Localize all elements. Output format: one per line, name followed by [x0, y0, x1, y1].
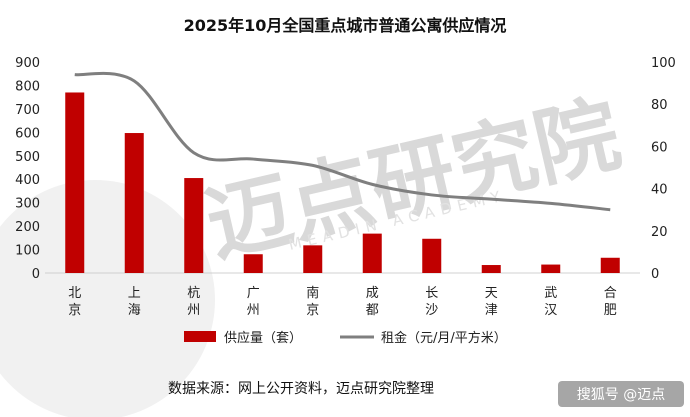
right-tick-label: 20 [651, 225, 668, 240]
category-labels: 北京 上海 杭州 广州 南京 成都 长沙 天津 武汉 合肥 [68, 285, 617, 318]
bar [65, 92, 85, 273]
bar-series [65, 92, 620, 273]
chart-title: 2025年10月全国重点城市普通公寓供应情况 [184, 16, 507, 35]
bar [124, 133, 144, 273]
left-tick-label: 200 [15, 220, 40, 235]
left-tick-label: 400 [15, 173, 40, 188]
bar [481, 265, 501, 273]
credit-text: 搜狐号 @迈点 [577, 387, 665, 403]
right-tick-label: 100 [651, 56, 676, 71]
right-tick-label: 40 [651, 183, 668, 198]
credit-badge: 搜狐号 @迈点 [558, 381, 684, 407]
source-note: 数据来源：网上公开资料，迈点研究院整理 [168, 381, 434, 397]
left-tick-label: 500 [15, 150, 40, 165]
bar [362, 233, 382, 273]
category-label: 成都 [366, 286, 379, 318]
category-label: 长沙 [425, 286, 438, 318]
bar [243, 254, 263, 273]
rent-line [74, 71, 611, 212]
right-axis-ticks: 0 20 40 60 80 100 [651, 56, 676, 282]
watermark-main-text: 迈点研究院 [197, 85, 628, 275]
category-label: 南京 [306, 285, 319, 318]
category-label: 广州 [247, 286, 260, 318]
category-label: 北京 [68, 286, 81, 318]
left-axis-ticks: 0 100 200 300 400 500 600 700 800 900 [15, 56, 40, 282]
category-label: 杭州 [187, 286, 200, 318]
left-tick-label: 900 [15, 56, 40, 71]
bar [422, 238, 442, 273]
left-tick-label: 600 [15, 126, 40, 141]
watermark-logo [0, 180, 215, 417]
legend-line-label: 租金（元/月/平方米） [381, 330, 507, 346]
left-tick-label: 800 [15, 79, 40, 94]
category-label: 上海 [128, 286, 141, 318]
category-label: 天津 [485, 286, 498, 318]
left-tick-label: 100 [15, 244, 40, 259]
right-tick-label: 80 [651, 98, 668, 113]
category-label: 武汉 [544, 286, 557, 318]
bar [184, 178, 204, 273]
category-label: 合肥 [604, 286, 617, 318]
bar [541, 264, 561, 273]
legend-bar-label: 供应量（套） [224, 330, 302, 346]
legend-bar-swatch [184, 331, 216, 342]
left-tick-label: 700 [15, 103, 40, 118]
right-tick-label: 60 [651, 140, 668, 155]
bar [303, 245, 323, 273]
bar [600, 257, 620, 273]
credit-background [558, 381, 684, 407]
legend: 供应量（套） 租金（元/月/平方米） [184, 330, 507, 346]
right-tick-label: 0 [651, 267, 659, 282]
left-tick-label: 0 [32, 267, 40, 282]
left-tick-label: 300 [15, 197, 40, 212]
